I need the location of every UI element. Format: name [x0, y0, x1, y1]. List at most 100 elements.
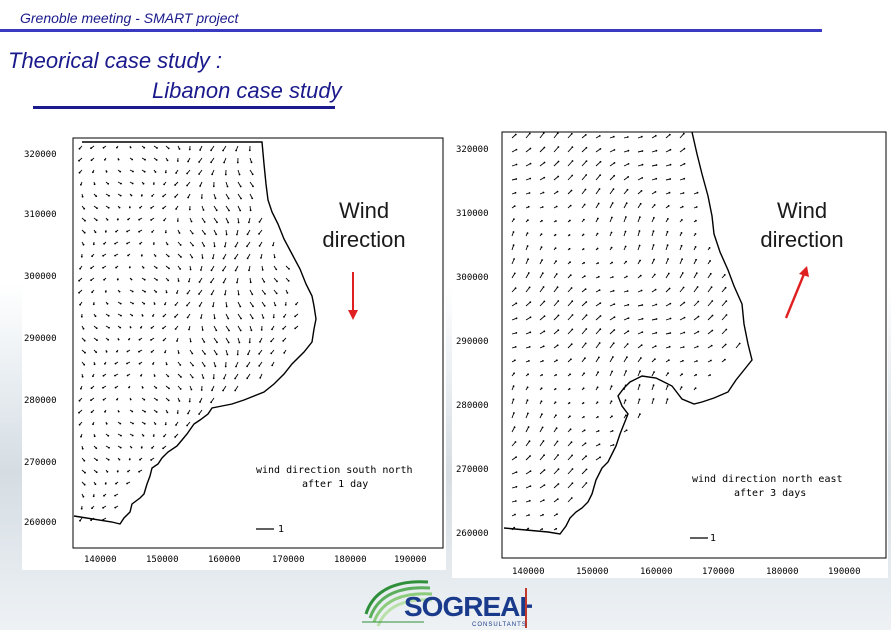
- current-vector-head: [641, 331, 643, 333]
- current-vector-head: [211, 389, 213, 391]
- current-vector-head: [514, 359, 516, 361]
- current-vector-head: [528, 206, 530, 208]
- current-vector-head: [152, 363, 154, 365]
- current-vector-head: [625, 261, 627, 263]
- title-underline: [33, 106, 335, 109]
- current-vector-head: [199, 305, 201, 307]
- current-vector-head: [258, 365, 260, 367]
- current-vector-head: [555, 247, 557, 249]
- current-vector-head: [234, 258, 236, 260]
- current-vector-head: [642, 164, 644, 166]
- current-vector-head: [156, 399, 158, 401]
- current-vector-head: [555, 374, 557, 376]
- left-y-tick-2: 300000: [24, 272, 57, 282]
- current-vector-head: [138, 219, 140, 221]
- current-vector-head: [571, 300, 573, 302]
- current-vector-head: [600, 148, 602, 150]
- current-vector-head: [529, 301, 531, 303]
- current-vector-head: [640, 357, 642, 359]
- current-vector-head: [541, 233, 543, 235]
- current-vector-head: [187, 161, 189, 163]
- current-vector-head: [166, 292, 168, 294]
- current-vector: [568, 315, 573, 320]
- current-vector-head: [739, 343, 741, 345]
- current-vector-head: [140, 375, 142, 377]
- current-vector-head: [105, 291, 107, 293]
- current-vector-head: [271, 365, 273, 367]
- current-vector-head: [597, 416, 599, 418]
- right-y-tick-6: 260000: [456, 529, 489, 539]
- current-vector-head: [725, 300, 727, 302]
- current-vector-head: [528, 360, 530, 362]
- current-vector-head: [130, 147, 132, 149]
- current-vector-head: [114, 375, 116, 377]
- current-vector: [610, 343, 614, 348]
- current-vector-head: [106, 423, 108, 425]
- current-vector-head: [180, 376, 182, 378]
- current-vector-head: [114, 243, 116, 245]
- current-vector-head: [212, 305, 214, 307]
- current-vector-head: [696, 206, 698, 208]
- current-vector-head: [214, 317, 216, 319]
- current-vector-head: [697, 331, 699, 333]
- current-vector-head: [557, 132, 559, 134]
- current-vector-head: [177, 412, 179, 414]
- right-wind-label: Wind direction: [750, 196, 854, 254]
- right-y-tick-3: 290000: [456, 337, 489, 347]
- current-vector-head: [155, 171, 157, 173]
- current-vector-head: [103, 375, 105, 377]
- current-vector-head: [264, 293, 266, 295]
- left-x-tick-3: 170000: [272, 555, 305, 565]
- current-vector-head: [583, 402, 585, 404]
- current-vector-head: [515, 178, 517, 180]
- current-vector-head: [143, 435, 145, 437]
- current-vector-head: [515, 287, 517, 289]
- current-vector-head: [102, 255, 104, 257]
- current-vector-head: [572, 314, 574, 316]
- current-vector-head: [96, 459, 98, 461]
- meeting-header: Grenoble meeting - SMART project: [20, 10, 238, 26]
- current-vector-head: [227, 222, 229, 224]
- current-vector-head: [655, 332, 657, 334]
- current-vector-head: [527, 399, 529, 401]
- current-vector-head: [132, 291, 134, 293]
- current-vector-head: [177, 220, 179, 222]
- current-vector-head: [614, 149, 616, 151]
- current-vector-head: [682, 360, 684, 362]
- current-vector-head: [611, 400, 613, 402]
- current-vector-head: [191, 353, 193, 355]
- current-vector-head: [583, 387, 585, 389]
- current-vector-head: [599, 302, 601, 304]
- current-vector-head: [96, 339, 98, 341]
- current-vector-head: [529, 192, 531, 194]
- current-vector-head: [544, 162, 546, 164]
- current-vector-head: [527, 373, 529, 375]
- current-vector-head: [571, 343, 573, 345]
- current-vector-head: [570, 358, 572, 360]
- current-vector-head: [585, 328, 587, 330]
- current-vector-head: [557, 344, 559, 346]
- current-vector: [568, 176, 572, 181]
- current-vector-head: [586, 160, 588, 162]
- current-vector-head: [697, 301, 699, 303]
- current-vector-head: [192, 233, 194, 235]
- current-vector-head: [215, 365, 217, 367]
- current-vector-head: [180, 256, 182, 258]
- current-vector-head: [283, 316, 285, 318]
- left-wind-label: Wind direction: [312, 196, 416, 254]
- current-vector-head: [584, 204, 586, 206]
- current-vector-head: [119, 171, 121, 173]
- current-vector: [540, 470, 545, 474]
- current-vector-head: [611, 385, 613, 387]
- current-vector-head: [139, 207, 141, 209]
- current-vector-head: [150, 459, 152, 461]
- current-vector: [708, 301, 712, 306]
- right-y-tick-5: 270000: [456, 465, 489, 475]
- current-vector-head: [681, 386, 683, 388]
- current-vector-head: [211, 269, 213, 271]
- current-vector-head: [186, 173, 188, 175]
- current-vector-head: [640, 203, 642, 205]
- current-vector-head: [641, 136, 643, 138]
- current-vector-head: [144, 291, 146, 293]
- current-vector-head: [117, 471, 119, 473]
